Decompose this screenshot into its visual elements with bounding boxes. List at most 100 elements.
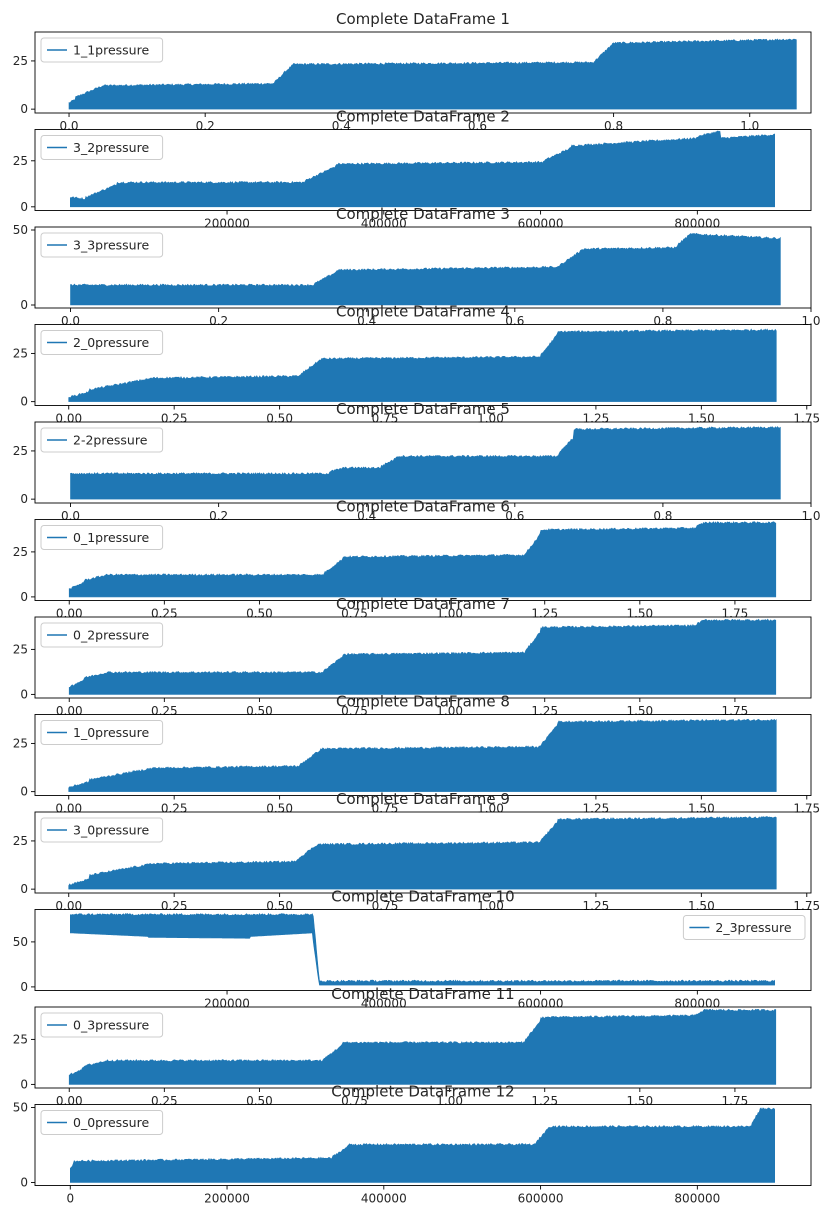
xtick-label: 0.8 [653, 314, 672, 328]
xtick-label: 0.2 [196, 119, 215, 133]
series-2-signal [70, 130, 775, 208]
ytick-label: 0 [20, 492, 28, 506]
xtick-label: 0.00 [56, 704, 83, 718]
ytick-label: 50 [13, 223, 28, 237]
series-9-signal [68, 816, 777, 890]
ytick-label: 0 [20, 1077, 28, 1091]
xtick-label: 600000 [518, 217, 564, 231]
xtick-label: 1.75 [793, 802, 820, 816]
axes-frame-10 [34, 909, 812, 991]
xtick-label: 1.75 [722, 1094, 749, 1108]
xtick-label: 0.25 [161, 899, 188, 913]
ytick-label: 0 [20, 980, 28, 994]
subplot-title: Complete DataFrame 5 [336, 400, 510, 418]
xtick-label: 1.25 [531, 607, 558, 621]
legend-4: 2_0pressure [40, 330, 164, 355]
subplot-title: Complete DataFrame 2 [336, 108, 510, 126]
legend-11: 0_3pressure [40, 1012, 164, 1038]
ytick-label: 25 [13, 642, 28, 656]
xtick-label: 400000 [361, 1192, 407, 1206]
axes-frame-11 [34, 1006, 812, 1089]
ytick-label: 25 [13, 154, 28, 168]
subplot-title: Complete DataFrame 7 [336, 595, 510, 613]
axes-frame-9 [34, 811, 812, 894]
xtick-label: 600000 [518, 997, 564, 1011]
xtick-label: 0.25 [161, 412, 188, 426]
legend-box [40, 135, 164, 160]
xtick-label: 0.50 [266, 899, 293, 913]
ytick-label: 0 [20, 785, 28, 799]
axes-frame-12 [34, 1104, 812, 1186]
ytick-label: 0 [20, 1176, 28, 1190]
axes-frame-7 [34, 616, 812, 699]
ytick-label: 0 [20, 395, 28, 409]
legend-box [40, 427, 164, 453]
axes-frame-5 [34, 421, 812, 504]
xtick-label: 800000 [674, 997, 720, 1011]
xtick-label: 800000 [674, 217, 720, 231]
legend-box [40, 817, 164, 843]
legend-label: 2_3pressure [715, 920, 791, 935]
xtick-label: 0.50 [266, 802, 293, 816]
legend-label: 0_1pressure [73, 530, 149, 545]
legend-5: 2-2pressure [40, 427, 164, 453]
legend-3: 3_3pressure [40, 232, 164, 258]
legend-12: 0_0pressure [40, 1110, 164, 1135]
xtick-label: 1.25 [531, 1094, 558, 1108]
xtick-label: 0.00 [55, 899, 82, 913]
legend-label: 2-2pressure [73, 433, 148, 448]
axes-frame-2 [34, 129, 812, 211]
axes-frame-3 [34, 226, 812, 309]
xtick-label: 1.75 [722, 607, 749, 621]
ytick-label: 25 [13, 545, 28, 559]
xtick-label: 1.50 [626, 1094, 653, 1108]
xtick-label: 0.50 [246, 704, 273, 718]
xtick-label: 0.8 [653, 509, 672, 523]
xtick-label: 0.25 [161, 802, 188, 816]
series-7-signal [68, 618, 777, 695]
legend-box [40, 1110, 164, 1135]
legend-box [40, 330, 164, 355]
legend-label: 0_0pressure [73, 1115, 149, 1130]
series-1-signal [68, 38, 797, 110]
series-6-signal [68, 521, 777, 598]
series-3-signal [70, 232, 781, 306]
ytick-label: 0 [20, 200, 28, 214]
ytick-label: 0 [20, 882, 28, 896]
legend-8: 1_0pressure [40, 720, 164, 745]
legend-label: 2_0pressure [73, 335, 149, 350]
subplot-title: Complete DataFrame 9 [336, 790, 510, 808]
ytick-label: 25 [13, 736, 28, 750]
xtick-label: 0.50 [266, 412, 293, 426]
legend-2: 3_2pressure [40, 135, 164, 160]
xtick-label: 1.50 [626, 607, 653, 621]
axes-frame-4 [34, 324, 812, 406]
legend-box [40, 720, 164, 745]
xtick-label: 0.25 [151, 607, 178, 621]
xtick-label: 0.00 [56, 1094, 83, 1108]
ytick-label: 50 [13, 1101, 28, 1115]
series-12-signal [70, 1107, 775, 1183]
ytick-label: 0 [20, 298, 28, 312]
legend-9: 3_0pressure [40, 817, 164, 843]
legend-box [40, 622, 164, 648]
legend-label: 3_0pressure [73, 823, 149, 838]
xtick-label: 0.2 [209, 314, 228, 328]
ytick-label: 25 [13, 54, 28, 68]
axes-frame-6 [34, 519, 812, 601]
legend-10: 2_3pressure [682, 915, 806, 940]
xtick-label: 1.25 [531, 704, 558, 718]
xtick-label: 200000 [204, 997, 250, 1011]
subplot-12: 0 50 0 200000 400000 600000 800000 0_0pressure [13, 1101, 812, 1206]
ytick-label: 50 [13, 935, 28, 949]
legend-box [40, 525, 164, 550]
ytick-label: 0 [20, 590, 28, 604]
subplot-title: Complete DataFrame 6 [336, 498, 510, 516]
legend-7: 0_2pressure [40, 622, 164, 648]
ytick-label: 25 [13, 1032, 28, 1046]
subplot-title: Complete DataFrame 11 [331, 985, 514, 1003]
legend-label: 3_2pressure [73, 140, 149, 155]
xtick-label: 0.00 [55, 802, 82, 816]
xtick-label: 0.0 [61, 314, 80, 328]
